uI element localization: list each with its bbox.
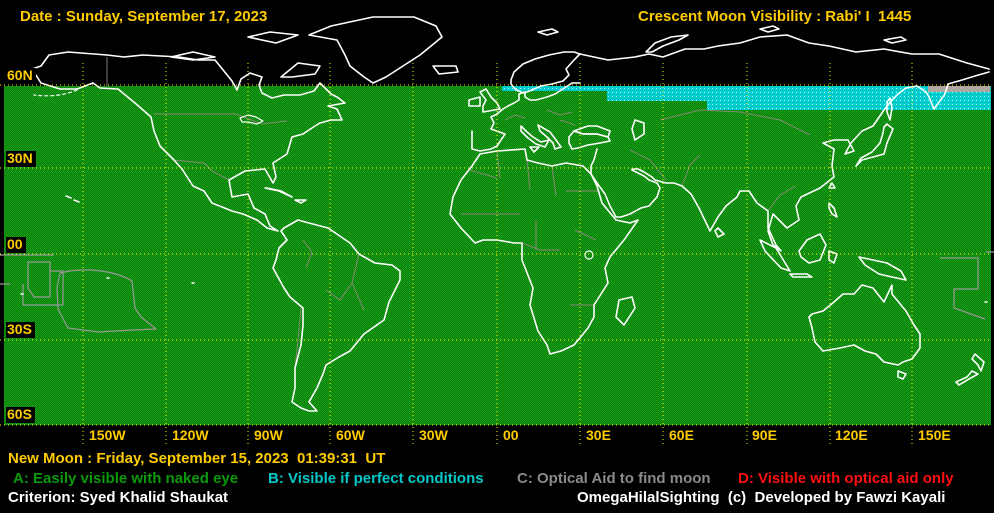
credit-label: OmegaHilalSighting (c) Developed by Fawz…	[577, 489, 946, 506]
sumatra-coast	[759, 239, 791, 272]
lat-label-30s: 30S	[6, 322, 35, 338]
lon-label-150w: 150W	[89, 427, 126, 443]
italy-coast	[520, 125, 550, 148]
lon-label-120e: 120E	[835, 427, 868, 443]
ireland-coast	[468, 96, 481, 107]
page-title: Crescent Moon Visibility : Rabi' I 1445	[638, 8, 912, 25]
europe-coast	[471, 82, 581, 152]
country-borders	[106, 57, 811, 369]
lon-label-30e: 30E	[586, 427, 611, 443]
lat-label-60n: 60N	[6, 68, 36, 84]
new-guinea-coast	[858, 256, 907, 281]
scandinavia-coast	[510, 51, 581, 94]
lon-label-30w: 30W	[419, 427, 448, 443]
arabia-coast	[590, 169, 661, 218]
iceland-coast	[432, 65, 459, 75]
asia-east-south-coast	[631, 71, 990, 252]
legend-zone-a: A: Easily visible with naked eye	[13, 470, 239, 487]
lon-label-60e: 60E	[669, 427, 694, 443]
lon-label-150e: 150E	[918, 427, 951, 443]
zone-b-region	[502, 86, 991, 110]
asia-north-coast	[579, 34, 990, 70]
balkans-greece-coast	[537, 124, 562, 150]
madagascar-coast	[615, 296, 636, 326]
criterion-label: Criterion: Syed Khalid Shaukat	[8, 489, 229, 506]
lat-label-60s: 60S	[6, 407, 35, 423]
south-america-coast	[272, 219, 401, 412]
caspian-sea	[631, 119, 645, 141]
lon-label-00: 00	[503, 427, 519, 443]
levant-coast	[590, 148, 598, 175]
coastlines	[20, 16, 990, 412]
new-zealand-coast	[955, 353, 985, 386]
north-america-coast	[31, 51, 346, 232]
lon-label-120w: 120W	[172, 427, 209, 443]
lon-label-90w: 90W	[254, 427, 283, 443]
britain-coast	[479, 88, 501, 113]
zone-boundary-curves	[0, 251, 994, 333]
legend-zone-b: B: Visible if perfect conditions	[268, 470, 484, 487]
greenland-coast	[308, 16, 443, 84]
legend-zone-c: C: Optical Aid to find moon	[517, 470, 711, 487]
borneo-coast	[798, 233, 827, 264]
anatolia-coast	[568, 130, 611, 150]
lat-label-30n: 30N	[6, 151, 36, 167]
africa-coast	[449, 148, 639, 355]
great-lakes	[239, 114, 264, 125]
aleutian-islands	[33, 89, 78, 97]
legend-zone-d: D: Visible with optical aid only	[738, 470, 954, 487]
zone-c-region	[928, 86, 990, 92]
lat-label-00: 00	[6, 237, 26, 253]
lon-label-60w: 60W	[336, 427, 365, 443]
pacific-islets	[20, 195, 988, 303]
date-label: Date : Sunday, September 17, 2023	[20, 8, 268, 25]
lon-label-90e: 90E	[752, 427, 777, 443]
japan-coast	[855, 123, 894, 167]
australia-coast	[808, 284, 921, 366]
new-moon-label: New Moon : Friday, September 15, 2023 01…	[8, 450, 386, 467]
